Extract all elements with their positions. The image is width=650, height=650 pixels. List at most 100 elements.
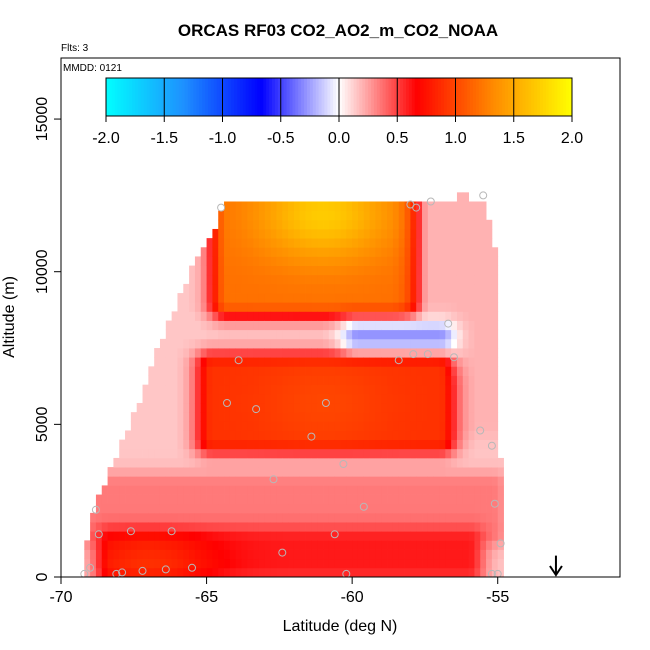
heatmap-cell [224, 567, 231, 577]
colorbar-segment [175, 78, 180, 116]
heatmap-cell [194, 329, 202, 340]
heatmap-cell [439, 256, 446, 266]
heatmap-cell [311, 494, 318, 505]
heatmap-cell [130, 540, 138, 550]
heatmap-cell [218, 311, 225, 321]
heatmap-cell [235, 357, 242, 367]
heatmap-cell [194, 302, 202, 312]
heatmap-cell [218, 357, 225, 367]
heatmap-cell [212, 421, 219, 431]
heatmap-cell [363, 393, 371, 404]
heatmap-cell [486, 567, 493, 577]
heatmap-cell [357, 522, 365, 532]
heatmap-cell [288, 485, 295, 495]
heatmap-cell [474, 201, 481, 212]
heatmap-cell [154, 448, 161, 459]
heatmap-cell [194, 357, 202, 367]
heatmap-cell [241, 531, 248, 541]
heatmap-cell [451, 476, 458, 486]
heatmap-cell [311, 256, 318, 266]
heatmap-cell [130, 531, 138, 541]
heatmap-cell [311, 247, 318, 257]
heatmap-cell [486, 238, 493, 248]
heatmap-cell [136, 512, 143, 523]
heatmap-cell [369, 210, 376, 221]
heatmap-cell [311, 512, 318, 523]
heatmap-cell [439, 421, 446, 431]
heatmap-cell [235, 366, 242, 376]
heatmap-cell [468, 247, 475, 257]
heatmap-cell [270, 448, 277, 459]
heatmap-cell [352, 549, 359, 560]
sample-point [307, 432, 316, 441]
heatmap-cell [229, 375, 237, 386]
heatmap-cell [433, 311, 440, 321]
heatmap-cell [410, 567, 417, 577]
heatmap-cell [276, 485, 283, 495]
heatmap-cell [311, 238, 318, 248]
heatmap-cell [404, 393, 411, 404]
heatmap-cell [241, 256, 248, 266]
heatmap-cell [148, 522, 155, 532]
heatmap-cell [107, 567, 114, 577]
heatmap-cell [212, 558, 219, 569]
colorbar-segment [254, 78, 258, 116]
heatmap-cell [305, 210, 312, 221]
heatmap-cell [381, 567, 388, 577]
heatmap-cell [451, 293, 458, 303]
heatmap-cell [276, 265, 283, 276]
heatmap-cell [422, 567, 429, 577]
heatmap-cell [392, 311, 400, 321]
heatmap-cell [311, 228, 318, 239]
heatmap-cell [462, 348, 469, 358]
heatmap-cell [212, 448, 219, 459]
heatmap-cell [305, 320, 312, 331]
heatmap-cell [323, 549, 330, 560]
heatmap-cell [276, 467, 283, 477]
heatmap-cell [392, 366, 400, 376]
heatmap-cell [288, 256, 295, 266]
heatmap-cell [404, 375, 411, 386]
heatmap-cell [456, 329, 464, 340]
heatmap-cell [480, 567, 487, 577]
heatmap-cell [119, 485, 126, 495]
heatmap-cell [224, 311, 231, 321]
heatmap-cell [241, 393, 248, 404]
heatmap-cell [462, 293, 469, 303]
heatmap-cell [323, 338, 330, 349]
heatmap-cell [416, 283, 423, 294]
colorbar-segment [152, 78, 156, 116]
x-tick-label: -65 [195, 589, 218, 606]
heatmap-cell [270, 567, 277, 577]
heatmap-cell [270, 503, 277, 514]
heatmap-cell [462, 485, 469, 495]
heatmap-cell [317, 274, 324, 285]
heatmap-cell [334, 247, 341, 257]
heatmap-cell [305, 338, 312, 349]
heatmap-cell [264, 366, 272, 376]
heatmap-cell [422, 329, 429, 340]
heatmap-cell [311, 503, 318, 514]
heatmap-cell [212, 567, 219, 577]
heatmap-cell [299, 256, 306, 266]
heatmap-cell [451, 512, 458, 523]
heatmap-cell [229, 293, 237, 303]
heatmap-cell [258, 357, 266, 367]
heatmap-cell [165, 476, 173, 486]
heatmap-cell [305, 448, 312, 459]
heatmap-cell [288, 567, 295, 577]
heatmap-cell [194, 467, 202, 477]
heatmap-cell [247, 338, 254, 349]
heatmap-cell [241, 476, 248, 486]
heatmap-cell [328, 512, 336, 523]
colorbar-segment [478, 78, 483, 116]
heatmap-cell [235, 421, 242, 431]
colorbar-segment [190, 78, 194, 116]
heatmap-cell [486, 476, 493, 486]
colorbar-segment [499, 78, 503, 116]
heatmap-cell [229, 283, 237, 294]
heatmap-cell [328, 430, 336, 441]
heatmap-cell [328, 293, 336, 303]
heatmap-cell [392, 503, 400, 514]
heatmap-cell [363, 320, 371, 331]
